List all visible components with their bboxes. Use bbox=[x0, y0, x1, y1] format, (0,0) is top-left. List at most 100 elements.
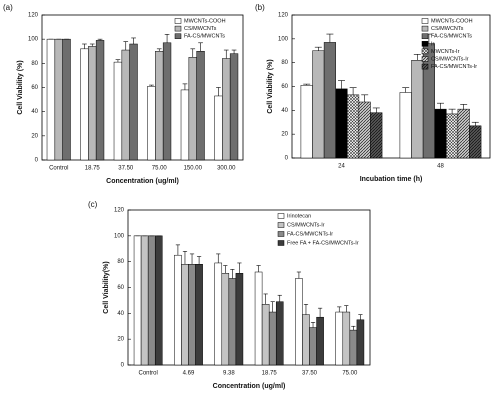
bar bbox=[155, 51, 164, 161]
bar bbox=[323, 42, 336, 159]
bar bbox=[140, 235, 149, 366]
bar bbox=[316, 316, 324, 366]
error-bar bbox=[402, 87, 410, 93]
error-bar bbox=[82, 43, 87, 49]
x-axis-title: Concentration (ug/ml) bbox=[213, 383, 286, 390]
y-tick-label: 0 bbox=[121, 363, 125, 369]
bar bbox=[174, 254, 182, 366]
bar bbox=[95, 40, 105, 161]
bar bbox=[446, 113, 459, 159]
x-axis-title: Concentration (ug/ml) bbox=[106, 178, 179, 185]
error-bar bbox=[310, 322, 316, 328]
bar bbox=[80, 48, 89, 161]
y-tick-label: 20 bbox=[31, 133, 38, 139]
bar bbox=[196, 51, 205, 161]
error-bar bbox=[164, 34, 170, 43]
bar bbox=[342, 311, 351, 366]
bar bbox=[370, 112, 383, 159]
error-bar bbox=[231, 49, 237, 54]
legend-label: MWCNTs-COOH bbox=[184, 18, 226, 24]
y-tick-label: 80 bbox=[117, 259, 124, 265]
legend-label: FA-CS/MWCNTs-Ir bbox=[431, 64, 477, 70]
bar bbox=[347, 94, 360, 159]
y-axis-title: Cell Viability (%) bbox=[267, 59, 274, 113]
legend-swatch bbox=[174, 18, 182, 24]
error-bar bbox=[131, 37, 136, 44]
legend-label: Ir bbox=[431, 41, 435, 47]
y-axis-title: Cell Viability (%) bbox=[17, 60, 24, 114]
panel-label: (c) bbox=[88, 200, 98, 209]
y-tick-label: 120 bbox=[28, 13, 39, 19]
error-bar bbox=[296, 271, 302, 279]
y-tick-label: 120 bbox=[114, 208, 125, 214]
bar bbox=[335, 311, 344, 366]
bar bbox=[228, 278, 237, 366]
bar bbox=[88, 46, 97, 161]
panel-label: (a) bbox=[3, 3, 13, 12]
error-bar bbox=[460, 104, 468, 110]
error-bar bbox=[182, 251, 188, 265]
bar bbox=[113, 61, 123, 161]
legend-swatch bbox=[174, 33, 182, 39]
x-tick-label: 150.00 bbox=[184, 166, 203, 172]
bar bbox=[188, 264, 196, 366]
error-bar bbox=[198, 42, 203, 52]
bar bbox=[235, 273, 244, 366]
bar bbox=[221, 273, 230, 366]
x-tick-label: 37.50 bbox=[302, 371, 318, 377]
y-tick-label: 80 bbox=[281, 60, 288, 66]
bar bbox=[195, 264, 203, 366]
y-tick-label: 0 bbox=[285, 156, 289, 162]
error-bar bbox=[471, 121, 479, 126]
bar bbox=[356, 319, 365, 366]
y-tick-label: 60 bbox=[31, 85, 38, 91]
error-bar bbox=[216, 87, 221, 96]
bar bbox=[121, 49, 130, 161]
error-bar bbox=[314, 46, 322, 51]
bar bbox=[154, 235, 163, 366]
bar bbox=[335, 88, 348, 159]
error-bar bbox=[97, 38, 103, 41]
legend-swatch bbox=[174, 25, 182, 32]
error-bar bbox=[115, 59, 121, 63]
error-bar bbox=[351, 325, 356, 331]
error-bar bbox=[175, 244, 181, 256]
bar bbox=[469, 125, 482, 159]
bar bbox=[302, 314, 310, 366]
legend-swatch bbox=[277, 240, 285, 246]
bar bbox=[133, 235, 142, 366]
bar bbox=[162, 42, 172, 161]
error-bar bbox=[263, 293, 268, 305]
bar bbox=[229, 53, 239, 161]
legend-label: FA-CS/MWCNTs bbox=[184, 34, 225, 40]
error-bar bbox=[344, 305, 349, 313]
error-bar bbox=[230, 269, 235, 279]
bar bbox=[434, 108, 447, 159]
error-bar bbox=[216, 253, 221, 263]
x-tick-label: 18.75 bbox=[85, 166, 101, 172]
legend-label: FA-CS/MWCNTs bbox=[431, 34, 472, 40]
bar bbox=[300, 85, 313, 159]
legend-label: CS/MWCNTs-Ir bbox=[287, 222, 325, 228]
error-bar bbox=[123, 41, 129, 51]
bar bbox=[268, 311, 277, 366]
legend-swatch bbox=[277, 222, 285, 228]
legend-label: Irinotecan bbox=[287, 213, 311, 219]
error-bar bbox=[317, 307, 323, 318]
bar bbox=[411, 60, 424, 159]
x-tick-label: Control bbox=[138, 371, 157, 377]
bar bbox=[275, 301, 284, 366]
y-tick-label: 100 bbox=[114, 233, 125, 239]
error-bar bbox=[349, 87, 357, 95]
error-bar bbox=[223, 49, 229, 59]
bar bbox=[349, 329, 358, 366]
x-axis-title: Incubation time (h) bbox=[360, 176, 423, 183]
bar bbox=[399, 92, 412, 159]
bar bbox=[180, 89, 190, 161]
bar bbox=[214, 262, 223, 366]
error-bar bbox=[337, 306, 342, 313]
bar bbox=[222, 58, 231, 161]
y-tick-label: 0 bbox=[35, 158, 39, 164]
panel-label: (b) bbox=[255, 3, 265, 12]
